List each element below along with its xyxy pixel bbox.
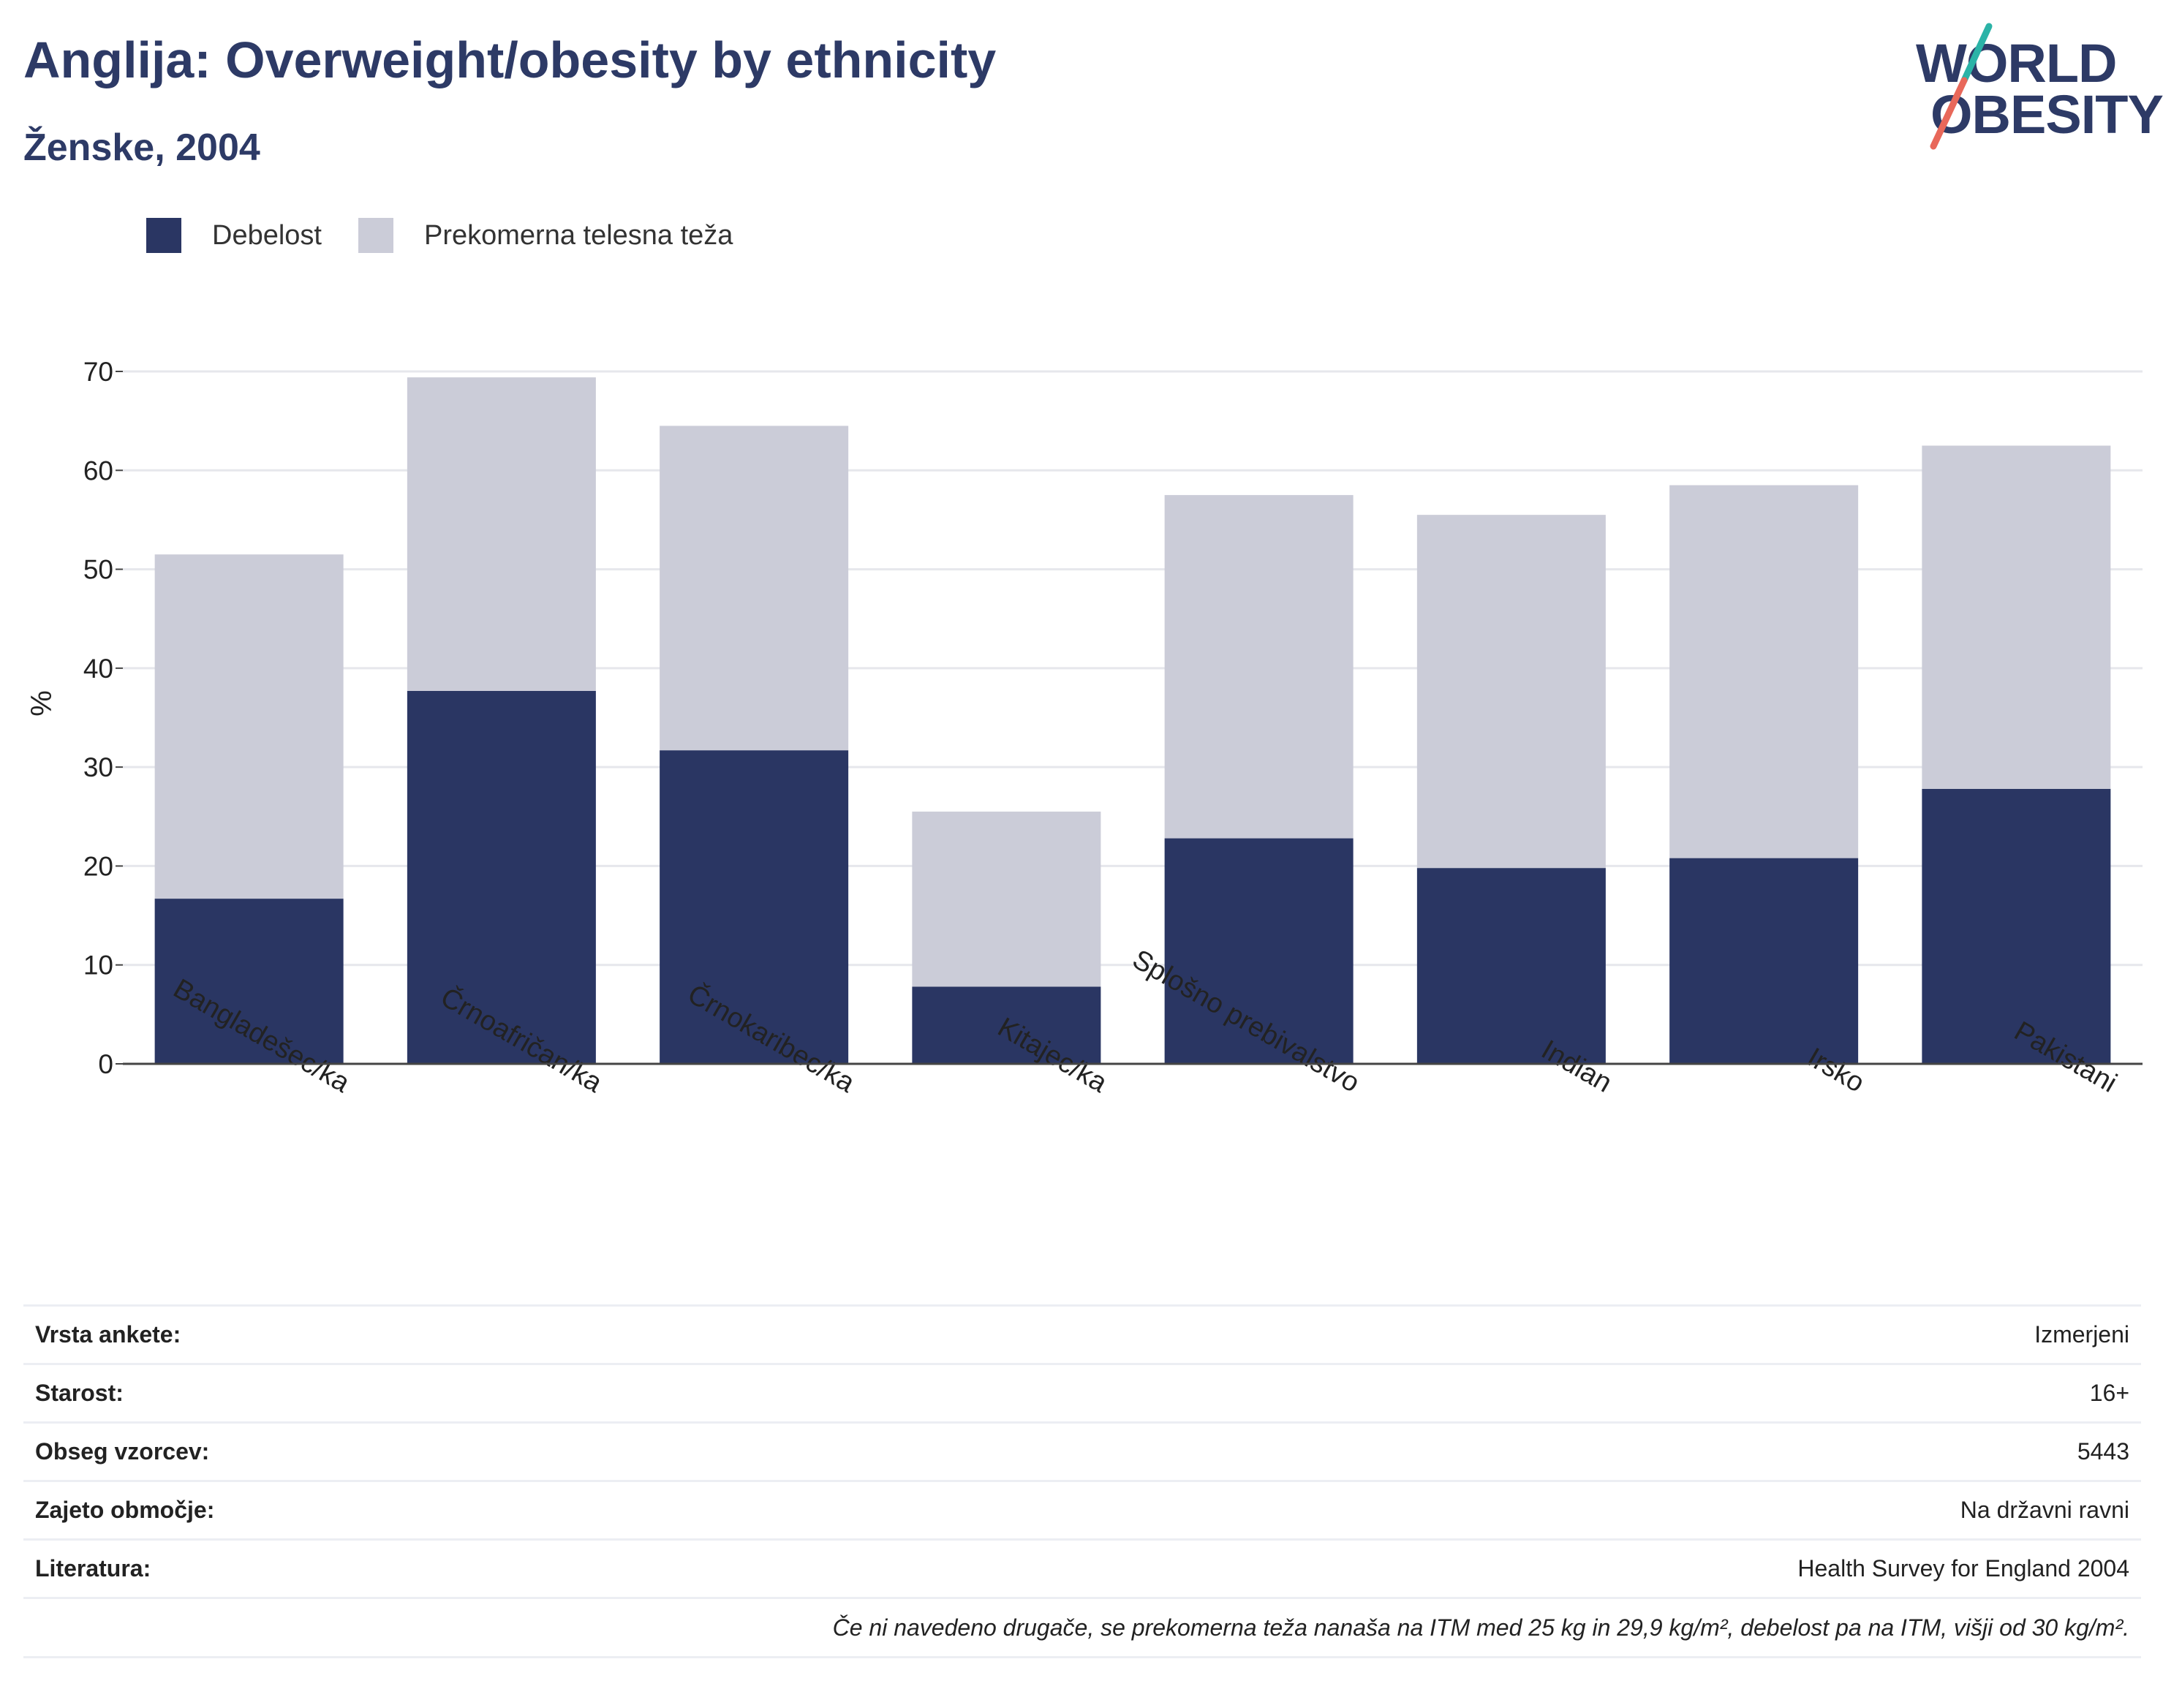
y-tick-label: 10 <box>83 951 113 980</box>
info-label: Starost: <box>35 1380 124 1406</box>
info-value: 16+ <box>2089 1380 2129 1406</box>
bar-obesity <box>1669 858 1859 1064</box>
bar-overweight <box>660 426 849 751</box>
legend-swatch-overweight <box>358 218 393 253</box>
info-row-sample-size: Obseg vzorcev: 5443 <box>23 1421 2141 1480</box>
y-axis-label: % <box>26 690 58 717</box>
y-tick-label: 0 <box>98 1049 113 1079</box>
info-label: Obseg vzorcev: <box>35 1438 210 1465</box>
bar-obesity <box>1922 788 2111 1064</box>
y-tick-label: 70 <box>83 357 113 387</box>
legend-item-overweight[interactable]: Prekomerna telesna teža <box>358 218 733 253</box>
bar-obesity <box>407 690 596 1064</box>
bar-obesity <box>912 986 1101 1064</box>
chart-legend: Debelost Prekomerna telesna teža <box>146 218 769 253</box>
bar-obesity <box>1416 868 1606 1064</box>
bar-overweight <box>1416 515 1606 869</box>
bar-overweight <box>1669 485 1859 858</box>
info-value[interactable]: Health Survey for England 2004 <box>1797 1555 2129 1582</box>
bar-overweight <box>912 812 1101 987</box>
info-row-area: Zajeto območje: Na državni ravni <box>23 1480 2141 1538</box>
survey-info-table: Vrsta ankete: Izmerjeni Starost: 16+ Obs… <box>23 1304 2141 1658</box>
page-subtitle: Ženske, 2004 <box>23 126 260 169</box>
legend-swatch-obesity <box>146 218 181 253</box>
logo-line-1: WORLD <box>1916 33 2117 94</box>
legend-label-obesity: Debelost <box>212 219 322 251</box>
info-row-survey-type: Vrsta ankete: Izmerjeni <box>23 1304 2141 1363</box>
legend-label-overweight: Prekomerna telesna teža <box>423 219 733 251</box>
bar-obesity <box>154 899 344 1064</box>
bar-overweight <box>1164 495 1354 839</box>
bar-obesity <box>660 750 849 1064</box>
legend-item-obesity[interactable]: Debelost <box>146 218 322 253</box>
bar-obesity <box>1164 838 1354 1064</box>
y-tick-label: 40 <box>83 654 113 684</box>
info-row-reference: Literatura: Health Survey for England 20… <box>23 1538 2141 1597</box>
y-tick-label: 30 <box>83 752 113 782</box>
info-label: Literatura: <box>35 1555 151 1582</box>
info-label: Zajeto območje: <box>35 1497 215 1523</box>
world-obesity-logo: WORLD OBESITY <box>1901 20 2163 152</box>
y-tick-label: 50 <box>83 555 113 585</box>
info-label: Vrsta ankete: <box>35 1321 181 1348</box>
bar-overweight <box>1922 445 2111 789</box>
bar-overweight <box>154 554 344 899</box>
y-tick-label: 60 <box>83 456 113 485</box>
bar-overweight <box>407 377 596 691</box>
definition-note: Če ni navedeno drugače, se prekomerna te… <box>23 1597 2141 1658</box>
y-tick-label: 20 <box>83 851 113 881</box>
info-value: Izmerjeni <box>2034 1321 2129 1348</box>
logo-line-2: OBESITY <box>1930 84 2163 145</box>
info-row-age: Starost: 16+ <box>23 1363 2141 1421</box>
info-value: Na državni ravni <box>1960 1497 2129 1523</box>
logo-slash-icon <box>1930 23 1993 150</box>
page-title: Anglija: Overweight/obesity by ethnicity <box>23 31 997 88</box>
info-value: 5443 <box>2077 1438 2129 1465</box>
